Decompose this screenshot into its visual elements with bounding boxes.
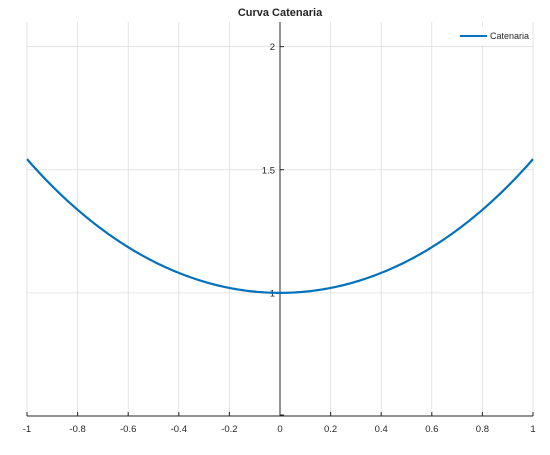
series-line-catenaria <box>26 158 534 294</box>
y-tick-label: 1 <box>270 288 275 299</box>
legend-label-catenaria: Catenaria <box>490 31 529 41</box>
x-tick-label: 0 <box>277 424 282 435</box>
x-tick-label: -0.8 <box>69 424 85 435</box>
x-tick-label: -0.6 <box>120 424 136 435</box>
x-tick-label: 0.6 <box>425 424 438 435</box>
x-tick-label: -0.2 <box>221 424 237 435</box>
legend: Catenaria <box>452 26 533 46</box>
axis-layer: -1 -0.8 -0.6 -0.4 -0.2 0 0.2 0.4 0.6 0.8 1 1 1.5 2 <box>23 22 536 435</box>
x-tick-label: 0.4 <box>375 424 388 435</box>
series-layer <box>26 158 534 294</box>
x-tick-label: -1 <box>23 424 31 435</box>
chart-title: Curva Catenaria <box>238 7 323 19</box>
x-tick-label: 1 <box>530 424 535 435</box>
x-tick-label: 0.2 <box>324 424 337 435</box>
x-tick-label: -0.4 <box>171 424 187 435</box>
y-tick-label: 1.5 <box>262 165 275 176</box>
x-tick-label: 0.8 <box>476 424 489 435</box>
legend-box <box>452 26 533 46</box>
y-tick-label: 2 <box>270 42 275 53</box>
